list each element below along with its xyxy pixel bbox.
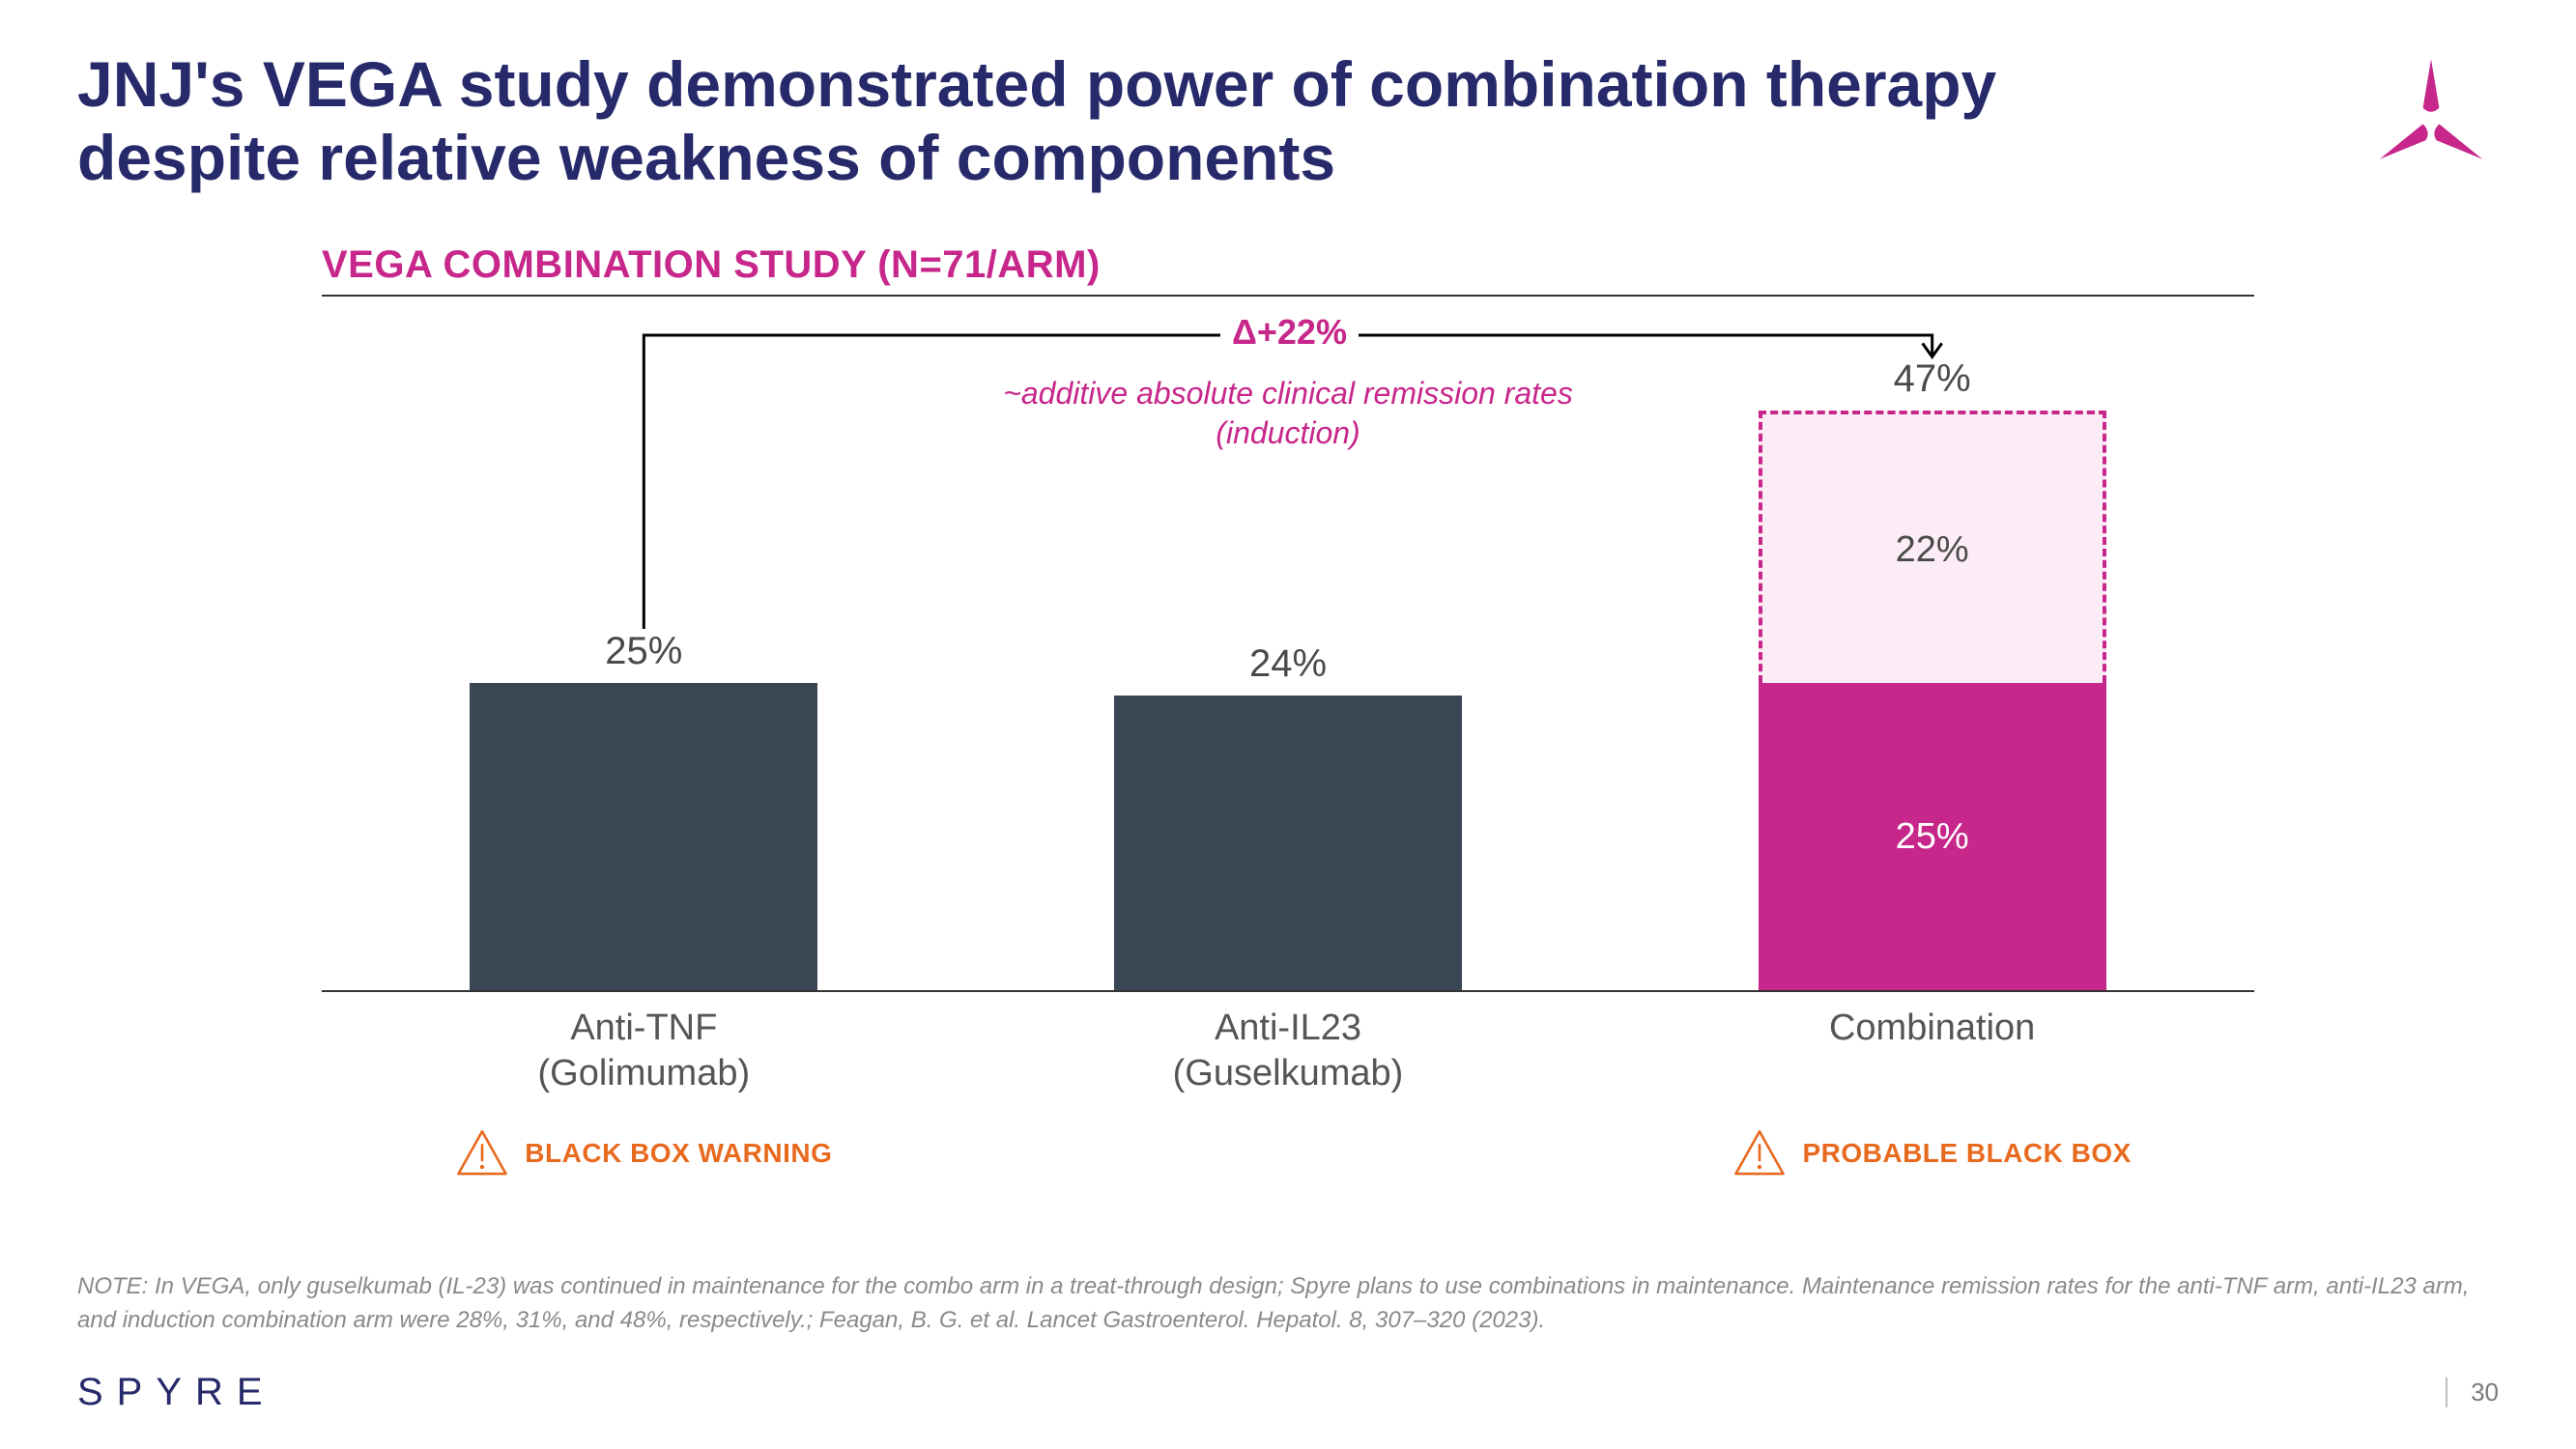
x-axis-line xyxy=(322,990,2254,992)
bar-slot: 22% 25% 47% xyxy=(1610,316,2254,992)
chart-divider xyxy=(322,295,2254,297)
bar-slot: 25% xyxy=(322,316,966,992)
chart-heading: VEGA COMBINATION STUDY (N=71/ARM) xyxy=(322,243,2254,287)
bar-segment xyxy=(1114,696,1462,992)
bar-segment-label: 25% xyxy=(1759,816,2106,858)
chart-container: VEGA COMBINATION STUDY (N=71/ARM) Δ+22% … xyxy=(322,243,2254,1180)
warning-text: PROBABLE BLACK BOX xyxy=(1802,1138,2131,1169)
bar-slot: 24% xyxy=(966,316,1611,992)
bar-segment-label: 22% xyxy=(1762,529,2103,571)
bar: 24% xyxy=(1114,696,1462,992)
bar: 22%25%47% xyxy=(1759,411,2106,992)
bar-top-label: 47% xyxy=(1759,357,2106,401)
category-labels-row: Anti-TNF(Golimumab)Anti-IL23(Guselkumab)… xyxy=(322,1006,2254,1097)
bar-segment xyxy=(470,683,817,992)
warning-icon xyxy=(1732,1126,1787,1180)
bar-segment: 25% xyxy=(1759,683,2106,992)
chart-plot-area: Δ+22% ~additive absolute clinical remiss… xyxy=(322,316,2254,992)
warning-slot: PROBABLE BLACK BOX xyxy=(1610,1126,2254,1180)
page-title: JNJ's VEGA study demonstrated power of c… xyxy=(77,48,2203,195)
footer: SPYRE 30 xyxy=(77,1371,2499,1414)
warning-slot xyxy=(966,1126,1611,1180)
warning-slot: BLACK BOX WARNING xyxy=(322,1126,966,1180)
bar-top-label: 25% xyxy=(470,630,817,673)
category-label: Anti-TNF(Golimumab) xyxy=(322,1006,966,1097)
bar-top-label: 24% xyxy=(1114,642,1462,686)
slide: JNJ's VEGA study demonstrated power of c… xyxy=(0,0,2576,1449)
page-number: 30 xyxy=(2446,1378,2499,1407)
corner-logo-icon xyxy=(2363,48,2499,188)
footnote: NOTE: In VEGA, only guselkumab (IL-23) w… xyxy=(77,1270,2499,1338)
bars-row: 25% 24% 22% 25% 47% xyxy=(322,316,2254,992)
brand-logo: SPYRE xyxy=(77,1371,276,1414)
warning-icon xyxy=(455,1126,509,1180)
warning-text: BLACK BOX WARNING xyxy=(525,1138,832,1169)
category-label: Combination xyxy=(1610,1006,2254,1097)
warnings-row: BLACK BOX WARNING PROBABLE BLACK BOX xyxy=(322,1126,2254,1180)
category-label: Anti-IL23(Guselkumab) xyxy=(966,1006,1611,1097)
bar: 25% xyxy=(470,683,817,992)
header: JNJ's VEGA study demonstrated power of c… xyxy=(77,48,2499,195)
bar-segment: 22% xyxy=(1759,411,2106,683)
